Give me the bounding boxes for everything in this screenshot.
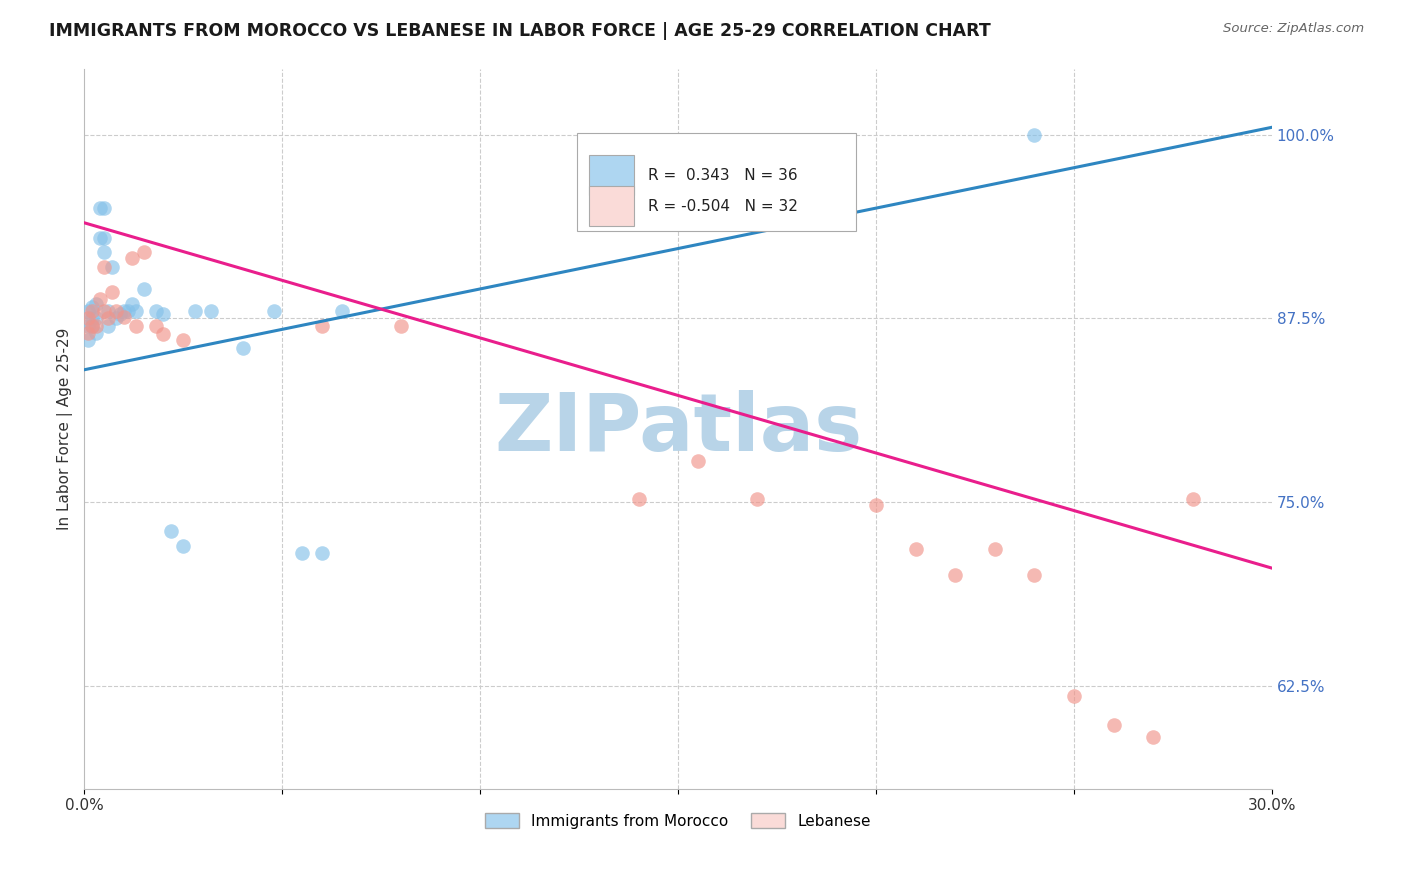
Point [904, 541, 927, 556]
Point [77, 326, 100, 340]
Point [943, 568, 966, 582]
Point [101, 285, 124, 299]
Point [77, 304, 100, 318]
Point [84, 311, 107, 326]
Point [112, 310, 135, 324]
Point [89, 292, 111, 306]
Point [82, 304, 104, 318]
Point [232, 341, 254, 355]
Point [311, 318, 333, 333]
Point [1102, 718, 1125, 732]
Point [77, 318, 100, 333]
Point [125, 304, 148, 318]
Point [125, 318, 148, 333]
Point [1181, 491, 1204, 506]
Point [97, 304, 120, 318]
Point [97, 318, 120, 333]
Point [82, 318, 104, 333]
Point [121, 296, 143, 310]
Point [82, 318, 104, 333]
Point [117, 304, 139, 318]
Point [97, 311, 120, 326]
Text: R = -0.504   N = 32: R = -0.504 N = 32 [648, 199, 799, 214]
Point [93, 230, 115, 244]
Point [82, 311, 104, 326]
Text: ZIPatlas: ZIPatlas [494, 390, 862, 467]
Point [1024, 568, 1046, 582]
Point [389, 318, 412, 333]
Point [104, 304, 127, 318]
Point [145, 304, 167, 318]
Point [152, 327, 174, 342]
Point [77, 311, 100, 326]
Point [160, 524, 183, 539]
Point [132, 245, 155, 260]
Text: R =  0.343   N = 36: R = 0.343 N = 36 [648, 168, 799, 183]
Point [101, 260, 124, 274]
Point [747, 491, 769, 506]
Point [200, 304, 222, 318]
Text: Source: ZipAtlas.com: Source: ZipAtlas.com [1223, 22, 1364, 36]
Point [627, 491, 650, 506]
Y-axis label: In Labor Force | Age 25-29: In Labor Force | Age 25-29 [58, 327, 73, 530]
Point [132, 282, 155, 296]
Point [82, 300, 104, 314]
Legend: Immigrants from Morocco, Lebanese: Immigrants from Morocco, Lebanese [479, 807, 877, 835]
Point [93, 201, 115, 215]
Point [77, 334, 100, 348]
Point [865, 498, 887, 512]
Point [172, 539, 194, 553]
Point [686, 454, 709, 468]
Point [112, 304, 135, 318]
Point [1024, 128, 1046, 142]
Point [1063, 689, 1085, 703]
Point [1142, 730, 1164, 744]
Point [93, 245, 115, 260]
Point [172, 334, 194, 348]
Text: IMMIGRANTS FROM MOROCCO VS LEBANESE IN LABOR FORCE | AGE 25-29 CORRELATION CHART: IMMIGRANTS FROM MOROCCO VS LEBANESE IN L… [49, 22, 991, 40]
Point [330, 304, 353, 318]
FancyBboxPatch shape [589, 186, 634, 226]
FancyBboxPatch shape [576, 133, 856, 230]
Point [89, 230, 111, 244]
Point [291, 546, 314, 560]
Point [984, 541, 1007, 556]
Point [84, 326, 107, 340]
Point [184, 304, 207, 318]
Point [311, 546, 333, 560]
Point [145, 318, 167, 333]
FancyBboxPatch shape [589, 155, 634, 195]
Point [121, 251, 143, 265]
Point [89, 201, 111, 215]
Point [152, 307, 174, 321]
Point [84, 296, 107, 310]
Point [93, 260, 115, 274]
Point [93, 304, 115, 318]
Point [263, 304, 285, 318]
Point [108, 307, 131, 321]
Point [84, 318, 107, 333]
Point [104, 311, 127, 326]
